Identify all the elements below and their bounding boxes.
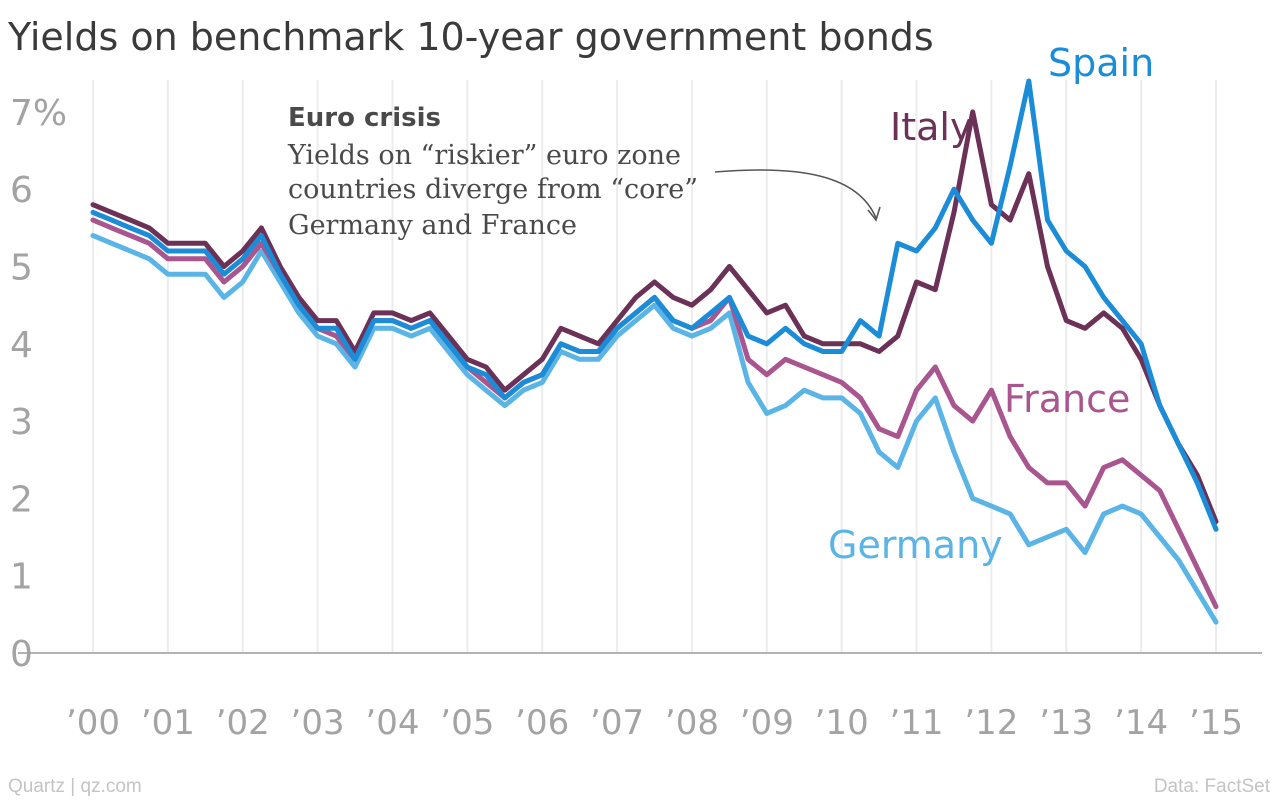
x-tick-label: ’01 [141, 703, 195, 743]
x-tick-label: ’06 [515, 703, 569, 743]
series-label-germany: Germany [828, 523, 1003, 567]
y-tick-label: 1 [10, 557, 33, 598]
x-tick-label: ’03 [291, 703, 345, 743]
y-tick-label: 5 [10, 248, 33, 289]
y-tick-label: 3 [10, 402, 33, 443]
x-tick-label: ’00 [66, 703, 120, 743]
series-label-spain: Spain [1048, 41, 1154, 85]
y-tick-label: 7% [10, 93, 67, 134]
series-lines [90, 78, 1219, 625]
x-tick-label: ’10 [815, 703, 869, 743]
series-label-france: France [1004, 377, 1130, 421]
annotation-line-2: countries diverge from “core” [288, 174, 698, 205]
series-line-germany [90, 233, 1219, 625]
x-tick-label: ’09 [740, 703, 794, 743]
annotation-line-3: Germany and France [288, 210, 577, 241]
x-tick-label: ’05 [440, 703, 494, 743]
x-tick-label: ’07 [590, 703, 644, 743]
x-tick-label: ’15 [1189, 703, 1243, 743]
x-tick-label: ’02 [216, 703, 270, 743]
y-tick-label: 6 [10, 170, 33, 211]
x-tick-label: ’08 [665, 703, 719, 743]
x-tick-label: ’11 [889, 703, 943, 743]
x-tick-label: ’04 [365, 703, 419, 743]
x-axis-ticks: ’00 ’01 ’02 ’03 ’04 ’05 ’06 ’07 ’08 ’09 ’10 ’11 ’12 ’… [66, 703, 1243, 743]
series-label-italy: Italy [890, 105, 972, 149]
x-tick-label: ’13 [1039, 703, 1093, 743]
y-axis-ticks: 0 1 2 3 4 5 6 7% [10, 93, 67, 675]
series-line-italy [90, 109, 1219, 525]
y-tick-label: 4 [10, 325, 33, 366]
annotation-arrow [714, 169, 877, 219]
source-credit: Quartz | qz.com [8, 776, 142, 797]
x-tick-label: ’14 [1114, 703, 1168, 743]
annotation-heading: Euro crisis [288, 103, 441, 133]
annotation-line-1: Yields on “riskier” euro zone [287, 140, 681, 171]
chart-title: Yields on benchmark 10-year government b… [7, 15, 934, 59]
y-tick-label: 0 [10, 634, 33, 675]
series-line-spain [90, 78, 1219, 532]
y-tick-label: 2 [10, 479, 33, 520]
data-source: Data: FactSet [1154, 776, 1271, 797]
x-tick-label: ’12 [964, 703, 1018, 743]
annotation-arrowhead [867, 206, 881, 222]
